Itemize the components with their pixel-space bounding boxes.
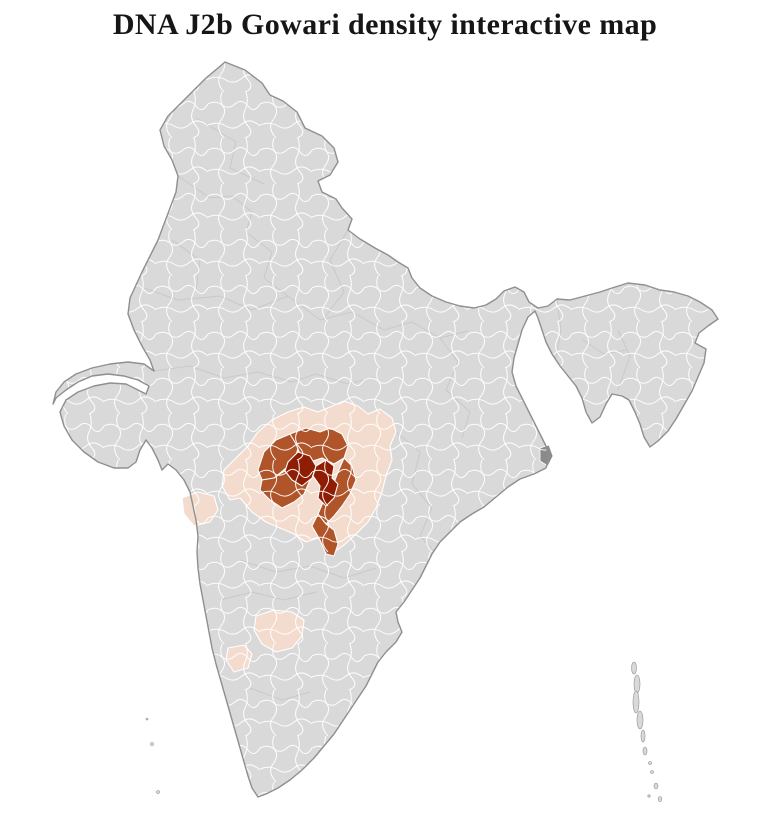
island xyxy=(633,674,641,694)
island xyxy=(653,782,659,790)
island xyxy=(642,746,648,756)
page-title: DNA J2b Gowari density interactive map xyxy=(112,8,658,41)
island xyxy=(647,794,651,798)
island xyxy=(156,790,160,794)
island xyxy=(636,710,644,730)
island xyxy=(632,690,640,714)
island xyxy=(640,729,646,743)
district-mesh-overlay xyxy=(53,62,718,797)
island xyxy=(150,742,154,746)
andaman-nicobar-islands xyxy=(631,661,663,802)
island xyxy=(657,796,663,802)
island-chains xyxy=(145,661,663,802)
lakshadweep-islands xyxy=(145,717,160,794)
island xyxy=(648,761,652,765)
island xyxy=(631,661,637,675)
island xyxy=(145,717,149,721)
island xyxy=(650,770,654,774)
